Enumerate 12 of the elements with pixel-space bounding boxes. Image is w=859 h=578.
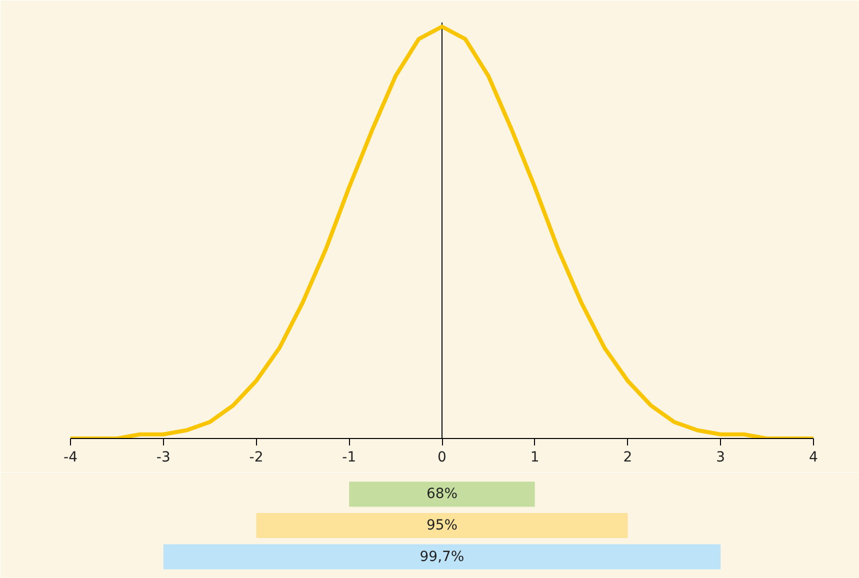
- x-tick-label: 1: [530, 450, 540, 466]
- category-label: 99,7%: [420, 548, 464, 565]
- x-tick-label: -1: [342, 450, 356, 466]
- x-tick-label: 3: [716, 450, 726, 466]
- x-tick-label: 0: [438, 450, 446, 466]
- x-tick-label: 2: [623, 450, 632, 466]
- x-tick-label: 4: [809, 450, 818, 466]
- category-label: 68%: [426, 486, 458, 502]
- x-tick-label: -2: [249, 450, 264, 466]
- category-label: 95%: [426, 518, 458, 534]
- x-tick-label: -3: [156, 450, 170, 466]
- x-tick-label: -4: [64, 450, 78, 466]
